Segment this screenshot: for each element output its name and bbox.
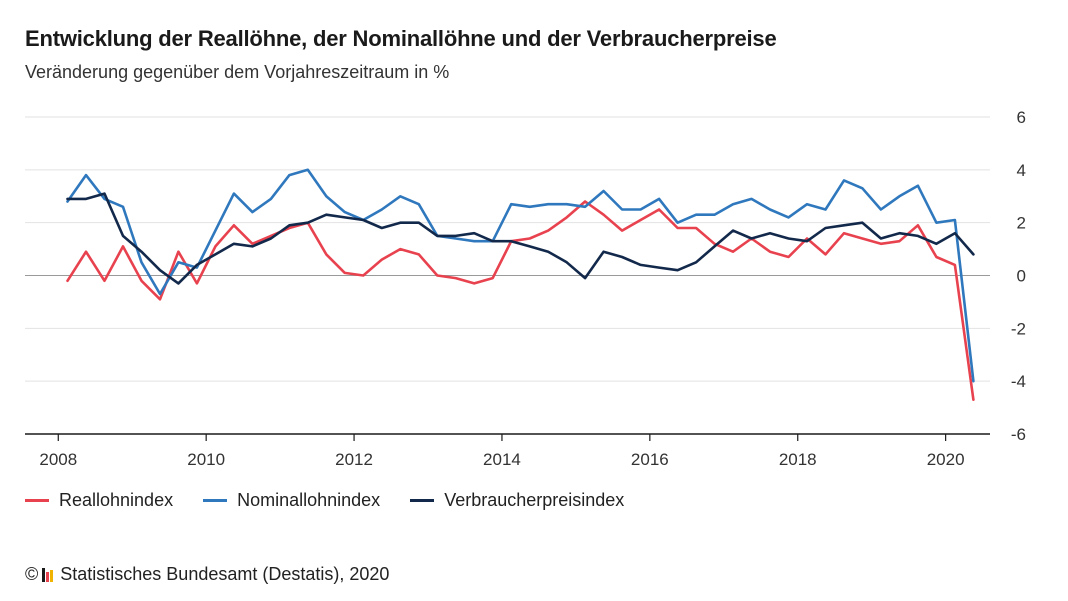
x-tick-label: 2010 [187, 450, 225, 469]
x-tick-label: 2008 [39, 450, 77, 469]
series-line-reallohnindex [66, 200, 975, 402]
y-tick-label: -6 [1011, 425, 1026, 444]
y-tick-label: 0 [1017, 267, 1026, 286]
legend-item-reallohnindex: Reallohnindex [25, 490, 173, 511]
y-tick-label: 4 [1017, 161, 1026, 180]
y-tick-label: 2 [1017, 214, 1026, 233]
legend-swatch [25, 499, 49, 502]
legend-swatch [410, 499, 435, 502]
x-tick-label: 2020 [927, 450, 965, 469]
x-tick-label: 2016 [631, 450, 669, 469]
legend-label: Reallohnindex [59, 490, 174, 510]
source-footer: © Statistisches Bundesamt (Destatis), 20… [25, 564, 389, 585]
chart-subtitle: Veränderung gegenüber dem Vorjahreszeitr… [25, 62, 450, 82]
legend-item-verbraucherpreisindex: Verbraucherpreisindex [410, 490, 624, 511]
legend-swatch [203, 499, 228, 502]
destatis-logo-icon [42, 567, 54, 582]
x-tick-label: 2012 [335, 450, 373, 469]
y-tick-label: -4 [1011, 372, 1026, 391]
series-line-verbraucherpreisindex [66, 192, 975, 285]
legend-item-nominallohnindex: Nominallohnindex [203, 490, 380, 511]
y-tick-label: 6 [1017, 108, 1026, 127]
source-text: Statistisches Bundesamt (Destatis), 2020 [60, 564, 390, 584]
x-tick-label: 2018 [779, 450, 817, 469]
chart-legend: Reallohnindex Nominallohnindex Verbraucher… [25, 490, 654, 511]
series-line-nominallohnindex [66, 168, 975, 383]
legend-label: Nominallohnindex [237, 490, 381, 510]
x-tick-label: 2014 [483, 450, 521, 469]
copyright-symbol: © [25, 564, 39, 584]
chart-title: Entwicklung der Reallöhne, der Nominallö… [25, 26, 777, 51]
y-tick-label: -2 [1011, 319, 1026, 338]
legend-label: Verbraucherpreisindex [444, 490, 625, 510]
